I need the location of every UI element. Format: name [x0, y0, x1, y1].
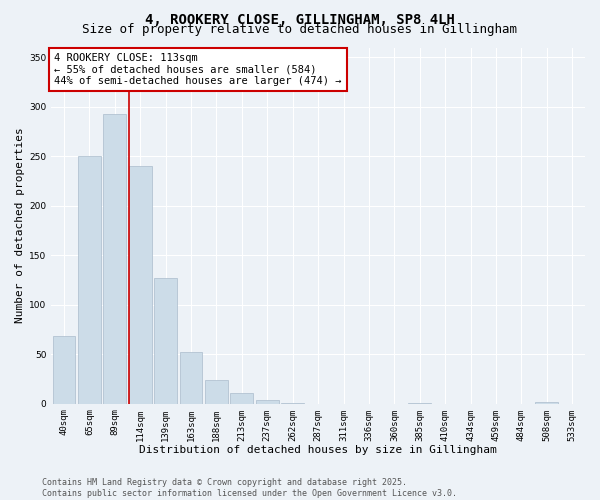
Bar: [154, 278, 177, 404]
Bar: [78, 156, 101, 404]
Bar: [535, 402, 559, 404]
Bar: [53, 336, 76, 404]
Bar: [129, 166, 152, 404]
Bar: [103, 114, 126, 404]
Bar: [281, 402, 304, 404]
Bar: [179, 352, 202, 404]
Y-axis label: Number of detached properties: Number of detached properties: [15, 128, 25, 324]
Bar: [205, 380, 228, 404]
Bar: [256, 400, 279, 404]
Text: Contains HM Land Registry data © Crown copyright and database right 2025.
Contai: Contains HM Land Registry data © Crown c…: [42, 478, 457, 498]
Text: 4, ROOKERY CLOSE, GILLINGHAM, SP8 4LH: 4, ROOKERY CLOSE, GILLINGHAM, SP8 4LH: [145, 12, 455, 26]
X-axis label: Distribution of detached houses by size in Gillingham: Distribution of detached houses by size …: [139, 445, 497, 455]
Text: Size of property relative to detached houses in Gillingham: Size of property relative to detached ho…: [83, 22, 517, 36]
Bar: [230, 393, 253, 404]
Bar: [409, 402, 431, 404]
Text: 4 ROOKERY CLOSE: 113sqm
← 55% of detached houses are smaller (584)
44% of semi-d: 4 ROOKERY CLOSE: 113sqm ← 55% of detache…: [54, 53, 341, 86]
